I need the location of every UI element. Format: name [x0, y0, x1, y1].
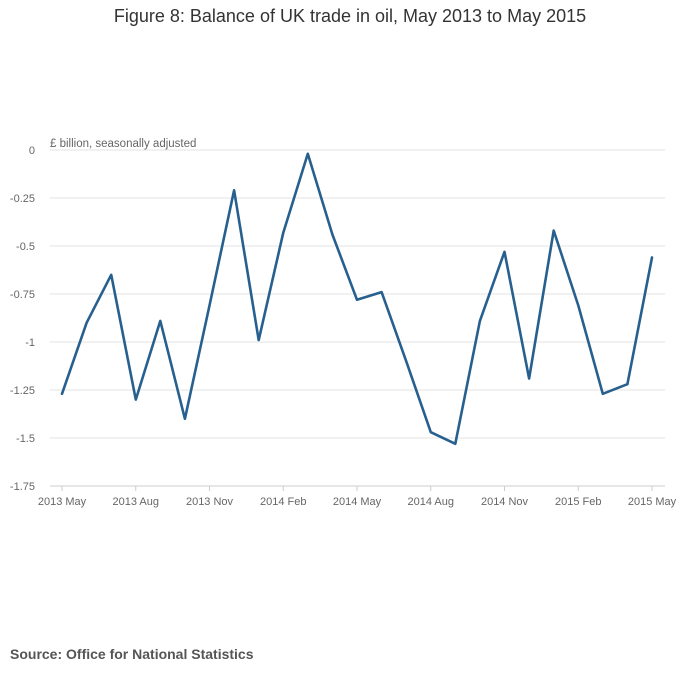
x-tick-label: 2014 May [333, 496, 382, 508]
x-tick-label: 2015 Feb [555, 496, 601, 508]
series-layer [60, 152, 654, 446]
y-tick-label: -0.25 [10, 193, 35, 205]
x-tick-label: 2014 Aug [408, 496, 455, 508]
grid-lines [50, 149, 665, 439]
x-axis [50, 485, 665, 491]
y-tick-label: 0 [29, 145, 35, 157]
y-tick-label: -0.5 [16, 241, 35, 253]
y-tick-label: -0.75 [10, 289, 35, 301]
x-tick-label: 2015 May [628, 496, 677, 508]
x-tick-label: 2013 May [38, 496, 87, 508]
x-tick-label: 2013 Aug [113, 496, 160, 508]
x-tick-labels: 2013 May 2013 Aug 2013 Nov 2014 Feb 2014 May… [38, 496, 677, 508]
y-tick-label: -1.25 [10, 385, 35, 397]
y-tick-label: -1.5 [16, 433, 35, 445]
y-tick-label: -1.75 [10, 481, 35, 493]
y-tick-label: -1 [25, 337, 35, 349]
source-note: Source: Office for National Statistics [10, 646, 254, 662]
x-tick-label: 2014 Nov [481, 496, 529, 508]
x-tick-label: 2013 Nov [186, 496, 234, 508]
y-tick-labels: 0 -0.25 -0.5 -0.75 -1 -1.25 -1.5 -1.75 [10, 145, 35, 493]
y-unit-label: £ billion, seasonally adjusted [50, 138, 196, 150]
series-line [60, 152, 654, 446]
chart-title: Figure 8: Balance of UK trade in oil, Ma… [113, 6, 587, 26]
x-tick-label: 2014 Feb [260, 496, 306, 508]
